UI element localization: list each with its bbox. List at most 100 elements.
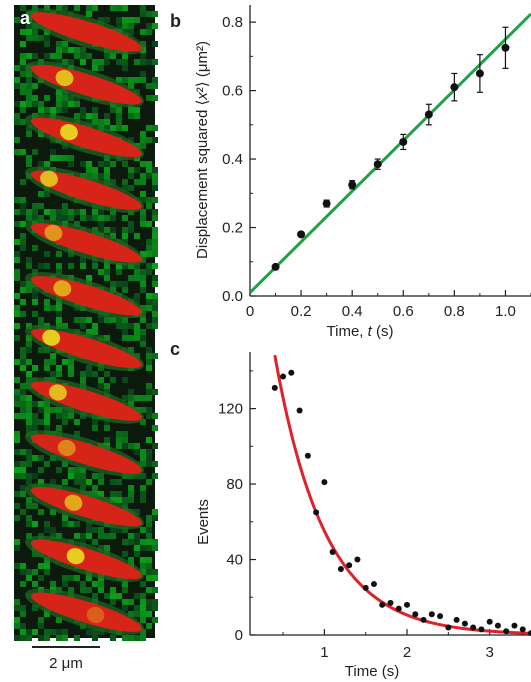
noise-pixel — [20, 287, 26, 293]
noise-pixel — [104, 593, 110, 599]
noise-pixel — [56, 263, 62, 269]
noise-pixel — [38, 563, 44, 569]
noise-pixel — [62, 629, 68, 635]
noise-pixel — [140, 11, 146, 17]
noise-pixel — [152, 41, 158, 47]
noise-pixel — [110, 209, 116, 215]
noise-pixel — [26, 635, 32, 641]
noise-pixel — [98, 533, 104, 539]
noise-pixel — [56, 365, 62, 371]
noise-pixel — [14, 17, 20, 23]
noise-pixel — [140, 191, 146, 197]
noise-pixel — [26, 161, 32, 167]
noise-pixel — [32, 23, 38, 29]
noise-pixel — [116, 119, 122, 125]
b-x-axis-label-unit: (s) — [372, 323, 394, 340]
noise-pixel — [80, 317, 86, 323]
noise-pixel — [140, 77, 146, 83]
c-data-point — [511, 622, 518, 629]
noise-pixel — [146, 263, 152, 269]
noise-pixel — [140, 329, 146, 335]
noise-pixel — [146, 437, 152, 443]
noise-pixel — [98, 383, 104, 389]
noise-pixel — [14, 149, 20, 155]
noise-pixel — [14, 119, 20, 125]
c-data-point — [404, 601, 411, 608]
noise-pixel — [26, 395, 32, 401]
noise-pixel — [140, 275, 146, 281]
noise-pixel — [62, 479, 68, 485]
noise-pixel — [14, 623, 20, 629]
noise-pixel — [56, 89, 62, 95]
noise-pixel — [152, 311, 158, 317]
noise-pixel — [152, 413, 158, 419]
c-data-point — [519, 626, 526, 633]
noise-pixel — [116, 263, 122, 269]
noise-pixel — [140, 143, 146, 149]
c-data-points — [271, 369, 531, 637]
c-data-point — [280, 373, 287, 380]
noise-pixel — [140, 173, 146, 179]
noise-pixel — [26, 125, 32, 131]
noise-pixel — [110, 107, 116, 113]
noise-pixel — [92, 329, 98, 335]
noise-pixel — [98, 587, 104, 593]
c-ticks: 1 2 3 0 40 80 120 — [218, 370, 531, 661]
noise-pixel — [128, 227, 134, 233]
noise-pixel — [38, 419, 44, 425]
noise-pixel — [20, 461, 26, 467]
noise-pixel — [80, 53, 86, 59]
noise-pixel — [32, 401, 38, 407]
noise-pixel — [122, 287, 128, 293]
noise-pixel — [62, 635, 68, 641]
noise-pixel — [128, 107, 134, 113]
noise-pixel — [146, 305, 152, 311]
noise-pixel — [44, 563, 50, 569]
noise-pixel — [44, 425, 50, 431]
noise-pixel — [20, 203, 26, 209]
noise-pixel — [20, 221, 26, 227]
noise-pixel — [68, 161, 74, 167]
noise-pixel — [128, 539, 134, 545]
noise-pixel — [74, 635, 80, 641]
noise-pixel — [38, 509, 44, 515]
noise-pixel — [128, 395, 134, 401]
noise-pixel — [134, 275, 140, 281]
noise-pixel — [146, 479, 152, 485]
noise-pixel — [128, 611, 134, 617]
noise-pixel — [68, 47, 74, 53]
noise-pixel — [62, 461, 68, 467]
noise-pixel — [68, 587, 74, 593]
c-data-point — [288, 369, 295, 376]
noise-pixel — [140, 53, 146, 59]
noise-pixel — [98, 377, 104, 383]
noise-pixel — [74, 419, 80, 425]
noise-pixel — [98, 221, 104, 227]
noise-pixel — [110, 281, 116, 287]
noise-pixel — [122, 443, 128, 449]
noise-pixel — [92, 419, 98, 425]
c-y-tick-label: 120 — [218, 401, 243, 418]
noise-pixel — [14, 605, 20, 611]
noise-pixel — [92, 173, 98, 179]
noise-pixel — [152, 173, 158, 179]
cell-spot — [55, 69, 74, 87]
noise-pixel — [86, 161, 92, 167]
noise-pixel — [152, 77, 158, 83]
cell-frame — [25, 483, 144, 530]
c-data-point — [296, 407, 303, 414]
noise-pixel — [104, 425, 110, 431]
noise-pixel — [146, 23, 152, 29]
noise-pixel — [134, 323, 140, 329]
noise-pixel — [116, 497, 122, 503]
noise-pixel — [134, 449, 140, 455]
noise-pixel — [26, 257, 32, 263]
noise-pixel — [122, 215, 128, 221]
noise-pixel — [50, 359, 56, 365]
noise-pixel — [68, 155, 74, 161]
noise-pixel — [122, 5, 128, 11]
cell-spot — [64, 494, 83, 511]
noise-pixel — [152, 209, 158, 215]
b-data-point — [501, 43, 510, 52]
noise-pixel — [134, 635, 140, 641]
